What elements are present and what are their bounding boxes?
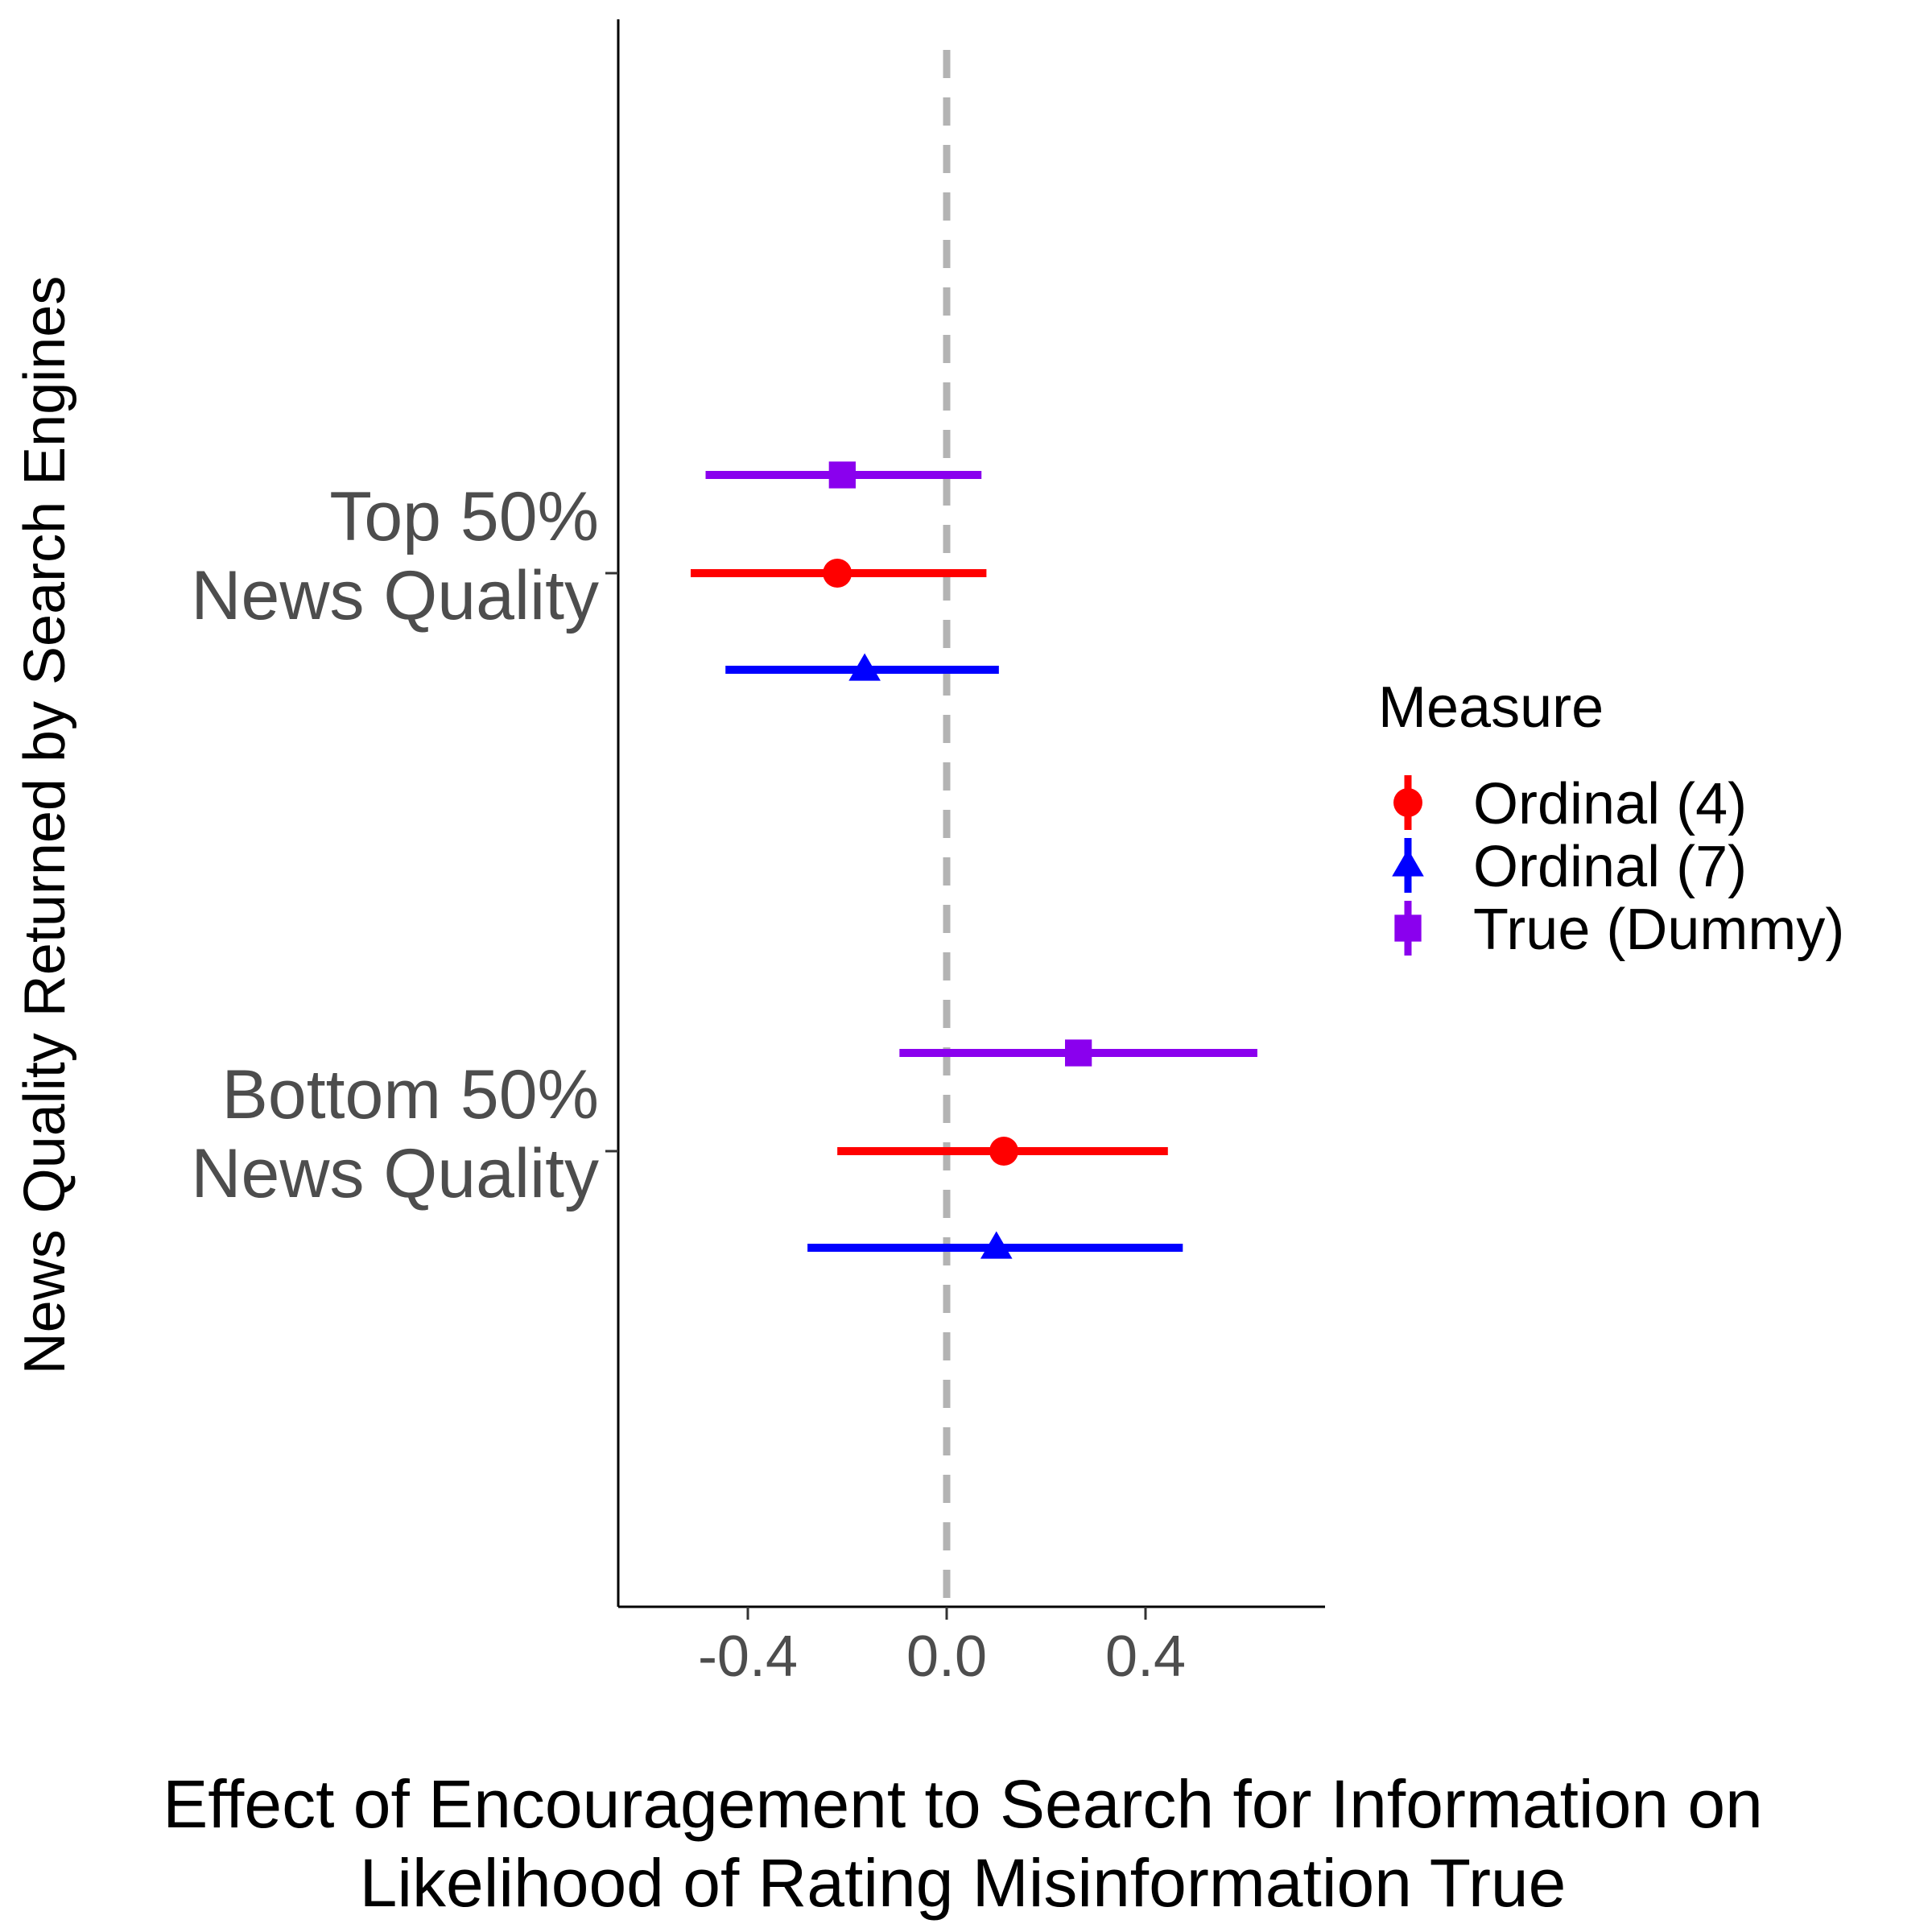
legend-items: Ordinal (4)Ordinal (7)True (Dummy) [1392,772,1844,962]
point-estimate [828,461,856,489]
legend-label: Ordinal (7) [1473,835,1747,899]
axis-layer [617,19,1325,1608]
y-ticks: Top 50% News Quality Bottom 50% News Qualit… [191,478,618,1212]
x-tick-label: 0.0 [906,1624,987,1689]
legend-key-symbol [1392,848,1424,877]
legend-title: Measure [1378,675,1604,740]
x-ticks: -0.4 0.0 0.4 [698,1607,1186,1689]
y-axis-title: News Quality Returned by Search Engines [13,276,77,1375]
legend-label: True (Dummy) [1473,898,1844,962]
legend-item-ordinal-7: Ordinal (7) [1392,835,1747,899]
legend-key-symbol [1394,914,1422,942]
x-tick-label: -0.4 [698,1624,798,1689]
x-tick-label: 0.4 [1105,1624,1186,1689]
legend: Measure Ordinal (4)Ordinal (7)True (Dumm… [1378,675,1844,962]
point-estimate [1064,1039,1092,1067]
series-true-dummy [705,461,1257,1067]
point-estimate [823,559,852,588]
chart-marks [690,461,1257,1259]
point-estimate [980,1231,1013,1259]
y-tick-label: Bottom 50% News Quality [191,1056,599,1212]
legend-item-true-dummy: True (Dummy) [1394,898,1844,962]
y-tick-label: Top 50% News Quality [191,478,599,634]
legend-item-ordinal-4: Ordinal (4) [1393,772,1747,836]
point-estimate [989,1137,1019,1166]
x-axis-title: Effect of Encouragement to Search for In… [163,1766,1763,1921]
legend-label: Ordinal (4) [1473,772,1747,836]
series-ordinal-4 [690,559,1168,1166]
point-estimate [848,653,881,681]
legend-key-symbol [1393,788,1422,817]
series-ordinal-7 [725,653,1183,1259]
